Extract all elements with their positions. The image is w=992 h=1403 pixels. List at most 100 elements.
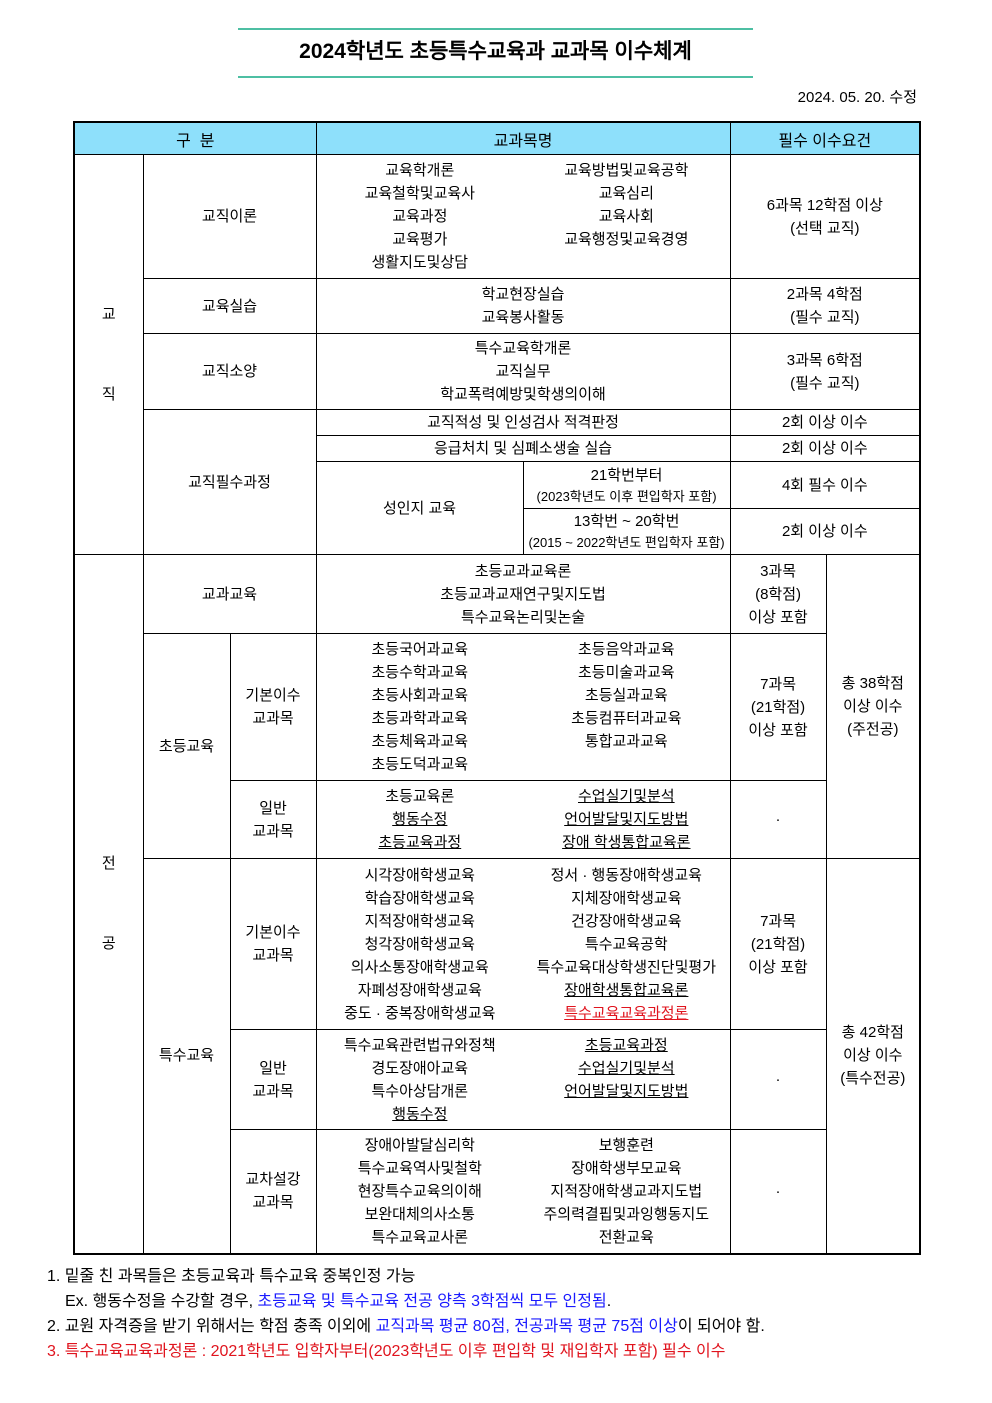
theory-label: 교직이론 [142,154,317,279]
practice-label: 교육실습 [142,278,317,334]
subject-list: 학교현장실습 교육봉사활동 [315,278,731,334]
special-label: 특수교육 [142,858,231,1254]
subject-item: 수업실기및분석 [578,788,675,805]
gender-ed-label: 성인지 교육 [315,461,524,555]
subject-item: 정서 · 행동장애학생교육 [550,866,702,884]
subject-item: 교육심리 [598,185,654,202]
subject-item: 특수교육공학 [584,935,668,953]
gender-ed-a-line1: 21학번부터 [590,466,663,484]
culture-req: 3과목 6학점 (필수 교직) [729,333,921,410]
subject-item: 초등수학과교육 [371,664,469,681]
subject-item: 초등미술과교육 [578,664,675,681]
note-1-example-end: . [606,1293,612,1310]
revision-date: 2024. 05. 20. 수정 [797,89,917,106]
subject-item: 건강장애학생교육 [571,912,682,930]
subject-item: 교육사회 [598,208,654,225]
subject-item: 장애학생부모교육 [571,1159,682,1177]
subject-item: 보완대체의사소통 [364,1205,475,1223]
subject-item: 특수교육대상학생진단및평가 [536,958,716,976]
subject-item: 현장특수교육의이해 [357,1182,482,1200]
major-label: 전 공 [73,554,144,1254]
teaching-label: 교 직 [73,154,144,555]
subject-list: 교육학개론 교육철학및교육사 교육과정 교육평가 생활지도및상담 [317,159,524,274]
gender-ed-a-line2: (2023학년도 이후 편입학자 포함) [536,488,717,504]
subject-item: 초등체육과교육 [371,733,469,750]
special-total: 총 42학점 이상 이수 (특수전공) [825,858,921,1254]
special-basic-label: 기본이수 교과목 [229,858,317,1030]
subject-item: 장애학생통합교육론 [564,981,689,999]
subject-item: 교육과정 [392,208,448,225]
header-subjects: 교과목명 [315,121,731,155]
gender-ed-a: 21학번부터 (2023학년도 이후 편입학자 포함) [522,461,731,509]
subject-ed-label: 교과교육 [142,554,317,634]
note-2-text: 2. 교원 자격증을 받기 위해서는 학점 충족 이외에 [47,1318,376,1335]
subject-item: 특수교육관련법규와정책 [343,1036,496,1054]
note-1-example: Ex. 행동수정을 수강할 경우, 초등교육 및 특수교육 전공 양측 3학점씩… [47,1289,765,1314]
subject-list: 특수교육관련법규와정책 경도장애아교육 특수아상담개론 행동수정 [317,1034,524,1126]
elem-general-label: 일반 교과목 [229,780,317,859]
gender-ed-b-line2: (2015 ~ 2022학년도 편입학자 포함) [528,535,725,550]
subject-item: 자폐성장애학생교육 [357,981,482,999]
cpr-training: 응급처치 및 심폐소생술 실습 [315,435,731,462]
page-title: 2024학년도 초등특수교육과 교과목 이수체계 [238,28,753,78]
subject-item: 행동수정 [392,811,448,828]
subject-item: 초등교육과정 [378,834,462,851]
elem-basic-req: 7과목 (21학점) 이상 포함 [729,633,827,781]
subject-item: 언어발달및지도방법 [564,1082,689,1100]
elem-basic-label: 기본이수 교과목 [229,633,317,781]
subject-item: 청각장애학생교육 [364,935,475,953]
aptitude-req: 2회 이상 이수 [729,409,921,436]
subject-item: 학습장애학생교육 [364,889,475,907]
special-general-req: · [729,1029,827,1130]
required-course-label: 교직필수과정 [142,409,317,555]
subject-item: 생활지도및상담 [371,254,469,271]
subject-item: 특수아상담개론 [371,1082,469,1100]
theory-req: 6과목 12학점 이상 (선택 교직) [729,154,921,279]
note-1-example-highlight: 초등교육 및 특수교육 전공 양측 3학점씩 모두 인정됨 [257,1293,607,1310]
subject-item: 주의력결핍및과잉행동지도 [543,1205,710,1223]
note-3: 3. 특수교육교육과정론 : 2021학년도 입학자부터(2023학년도 이후 … [47,1343,726,1360]
elem-general-req: · [729,780,827,859]
gender-ed-b: 13학번 ~ 20학번 (2015 ~ 2022학년도 편입학자 포함) [522,508,731,555]
subject-item: 언어발달및지도방법 [564,811,689,828]
gender-ed-b-line1: 13학번 ~ 20학번 [573,513,680,530]
subject-item: 초등컴퓨터과교육 [571,710,682,727]
subject-list: 초등교과교육론 초등교과교재연구및지도법 특수교육논리및논술 [315,554,731,634]
subject-item: 학교폭력예방및학생의이해 [440,386,606,403]
subject-item: 의사소통장애학생교육 [350,958,489,976]
gender-ed-a-req: 4회 필수 이수 [729,461,921,509]
subject-item: 특수교육논리및논술 [460,608,586,626]
cross-label: 교차설강 교과목 [229,1129,317,1254]
subject-item: 전환교육 [598,1228,654,1246]
subject-list: 초등교육과정 수업실기및분석 언어발달및지도방법 [523,1034,730,1103]
subject-item: 특수교육역사및철학 [357,1159,482,1177]
subject-item: 초등실과교육 [584,687,668,704]
subject-list: 특수교육학개론 교직실무 학교폭력예방및학생의이해 [315,333,731,410]
subject-item: 초등교과교재연구및지도법 [440,585,606,603]
subject-item: 초등교육론 [385,788,455,805]
note-1-example-text: Ex. 행동수정을 수강할 경우, [65,1293,258,1310]
subject-list: 수업실기및분석 언어발달및지도방법 장애 학생통합교육론 [523,785,730,854]
subject-item: 지적장애학생교육 [364,912,475,930]
subject-item: 수업실기및분석 [578,1059,675,1077]
elem-total: 총 38학점 이상 이수 (주전공) [825,554,921,859]
note-2-highlight: 교직과목 평균 80점, 전공과목 평균 75점 이상 [375,1318,678,1335]
subject-list: 보행훈련 장애학생부모교육 지적장애학생교과지도법 주의력결핍및과잉행동지도 전환교육 [523,1134,730,1249]
subject-item: 보행훈련 [598,1136,654,1154]
subject-item: 교육학개론 [385,162,455,179]
notes: 1. 밑줄 친 과목들은 초등교육과 특수교육 중복인정 가능 Ex. 행동수정… [47,1264,765,1364]
subject-item: 장애아발달심리학 [364,1136,475,1154]
subject-item: 초등사회과교육 [371,687,469,704]
subject-item: 초등음악과교육 [578,641,675,658]
subject-item: 통합교과교육 [584,733,668,750]
subject-item: 행동수정 [392,1105,448,1123]
cpr-req: 2회 이상 이수 [729,435,921,462]
cross-req: · [729,1129,827,1254]
subject-item: 특수교육교사론 [371,1228,469,1246]
note-1: 1. 밑줄 친 과목들은 초등교육과 특수교육 중복인정 가능 [47,1268,416,1285]
subject-item: 시각장애학생교육 [364,866,475,884]
subject-item: 초등도덕과교육 [371,756,469,773]
